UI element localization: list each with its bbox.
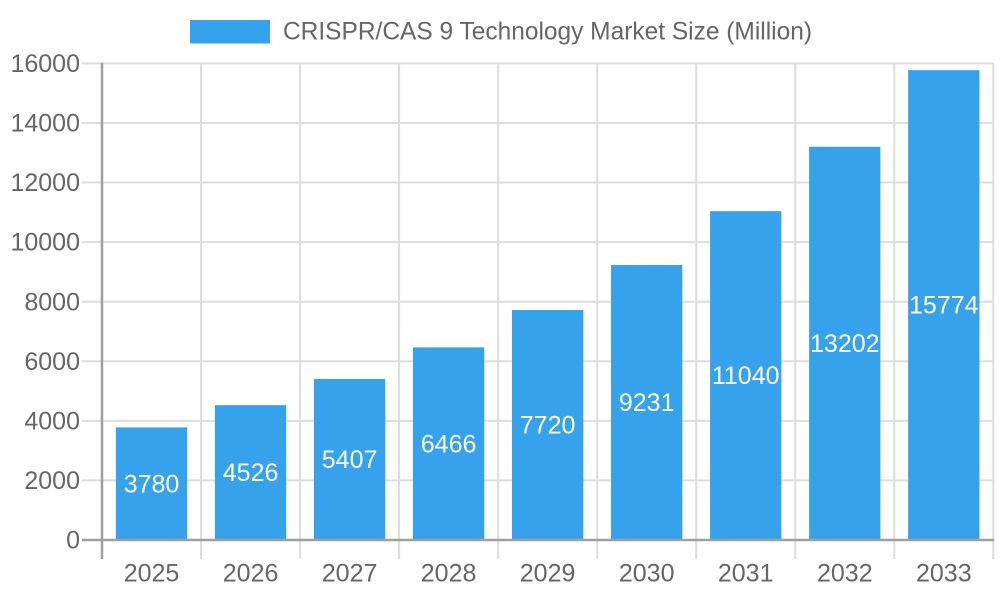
svg-text:2033: 2033 bbox=[916, 560, 972, 588]
svg-text:4000: 4000 bbox=[24, 408, 80, 436]
svg-text:13202: 13202 bbox=[810, 330, 880, 358]
svg-text:15774: 15774 bbox=[909, 292, 979, 320]
svg-text:12000: 12000 bbox=[10, 169, 80, 197]
svg-text:CRISPR/CAS 9 Technology Market: CRISPR/CAS 9 Technology Market Size (Mil… bbox=[283, 17, 812, 45]
svg-text:10000: 10000 bbox=[10, 229, 80, 257]
svg-text:6466: 6466 bbox=[421, 430, 477, 458]
svg-text:7720: 7720 bbox=[520, 412, 576, 440]
svg-text:2032: 2032 bbox=[817, 560, 873, 588]
svg-text:2000: 2000 bbox=[24, 467, 80, 495]
svg-text:3780: 3780 bbox=[124, 470, 180, 498]
svg-text:9231: 9231 bbox=[619, 389, 675, 417]
svg-text:16000: 16000 bbox=[10, 50, 80, 78]
svg-text:2026: 2026 bbox=[223, 560, 279, 588]
svg-text:0: 0 bbox=[66, 527, 80, 555]
svg-text:14000: 14000 bbox=[10, 110, 80, 138]
svg-text:4526: 4526 bbox=[223, 459, 279, 487]
svg-text:11040: 11040 bbox=[712, 362, 780, 390]
svg-text:8000: 8000 bbox=[24, 288, 80, 316]
svg-text:2027: 2027 bbox=[322, 560, 378, 588]
svg-text:2029: 2029 bbox=[520, 560, 576, 588]
svg-text:2028: 2028 bbox=[421, 560, 477, 588]
svg-text:5407: 5407 bbox=[322, 446, 378, 474]
svg-text:2025: 2025 bbox=[124, 560, 180, 588]
svg-text:2031: 2031 bbox=[718, 560, 774, 588]
svg-text:2030: 2030 bbox=[619, 560, 675, 588]
svg-text:6000: 6000 bbox=[24, 348, 80, 376]
